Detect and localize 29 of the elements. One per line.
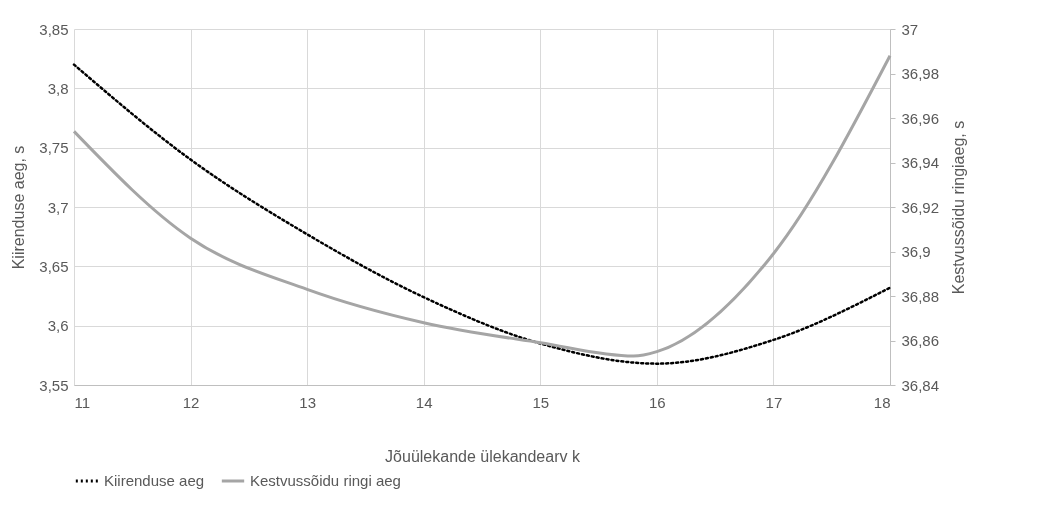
y2-tick-label: 36,9 — [901, 243, 931, 260]
y2-tick-label: 37 — [901, 20, 919, 38]
legend-label: Kiirenduse aeg — [104, 472, 205, 489]
y2-axis-title: Kestvussõidu ringiaeg, s — [950, 120, 968, 295]
x-tick-label: 11 — [74, 393, 91, 411]
x-tick-label: 17 — [765, 393, 783, 411]
x-tick-label: 18 — [873, 393, 891, 411]
y2-tick-label: 36,84 — [901, 376, 940, 394]
y-axis-title: Kiirenduse aeg, s — [10, 145, 28, 270]
legend-label: Kestvussõidu ringi aeg — [250, 472, 401, 489]
y-tick-label: 3,85 — [39, 20, 69, 38]
y2-tick-label: 36,92 — [901, 198, 940, 216]
x-tick-label: 15 — [532, 393, 550, 411]
y2-tick-label: 36,96 — [901, 109, 940, 127]
y2-tick-label: 36,88 — [901, 287, 940, 305]
y-tick-label: 3,6 — [47, 317, 69, 335]
x-tick-label: 13 — [299, 393, 316, 411]
x-axis-title: Jõuülekande ülekandearv k — [385, 447, 581, 465]
y-tick-label: 3,7 — [47, 198, 69, 216]
y-tick-label: 3,55 — [39, 376, 69, 394]
y-tick-label: 3,8 — [47, 79, 69, 97]
y2-tick-label: 36,98 — [901, 65, 940, 82]
x-tick-label: 14 — [415, 393, 433, 411]
y-tick-label: 3,75 — [39, 139, 69, 157]
x-tick-label: 16 — [649, 393, 666, 411]
y2-tick-label: 36,94 — [901, 154, 940, 171]
x-tick-label: 12 — [182, 393, 200, 411]
y2-tick-label: 36,86 — [901, 332, 940, 349]
y-tick-label: 3,65 — [39, 257, 69, 275]
